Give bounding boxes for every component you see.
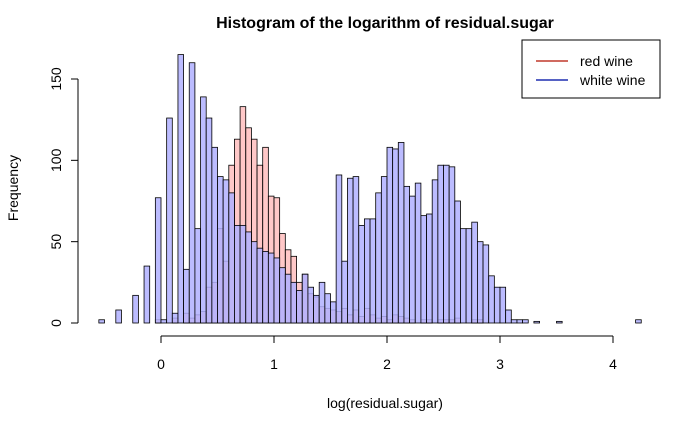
bar-white-wine-20 — [245, 231, 252, 324]
y-tick-label-100: 100 — [48, 148, 64, 172]
bar-white-wine-58 — [460, 228, 467, 324]
bar-white-wine-56 — [448, 166, 456, 324]
bar-white-wine-64 — [493, 286, 501, 324]
legend-box — [521, 39, 661, 99]
legend-label-white-wine: white wine — [579, 72, 646, 88]
bar-white-wine-45 — [386, 146, 394, 324]
bar-white-wine-32 — [313, 294, 320, 324]
y-tick-label-0: 0 — [48, 319, 64, 327]
bar-white-wine-1 — [115, 309, 122, 324]
bar-white-wine-49 — [409, 195, 416, 324]
bar-white-wine-29 — [296, 290, 303, 324]
bar-white-wine-53 — [431, 179, 439, 324]
white-wine-bars — [98, 54, 642, 324]
bar-white-wine-9 — [183, 268, 190, 324]
y-axis: 0 50 100 150 — [48, 67, 79, 327]
bar-white-wine-42 — [369, 218, 377, 324]
bar-white-wine-26 — [279, 267, 286, 324]
y-tick-label-50: 50 — [48, 234, 64, 250]
bar-white-wine-41 — [363, 218, 371, 324]
bar-white-wine-43 — [375, 192, 382, 324]
bar-white-wine-28 — [290, 281, 298, 324]
bar-white-wine-25 — [273, 257, 281, 324]
bar-white-wine-22 — [256, 247, 264, 324]
bar-white-wine-39 — [352, 176, 360, 324]
bar-white-wine-72 — [635, 319, 642, 324]
bar-white-wine-17 — [228, 192, 235, 324]
bar-white-wine-60 — [471, 221, 478, 324]
bar-white-wine-6 — [166, 117, 173, 324]
bar-white-wine-33 — [318, 281, 326, 324]
bar-white-wine-30 — [301, 273, 309, 324]
bar-white-wine-66 — [505, 309, 512, 324]
bar-white-wine-10 — [188, 62, 196, 324]
bar-white-wine-67 — [510, 319, 518, 324]
bar-white-wine-52 — [426, 213, 433, 324]
x-axis: 0 1 2 3 4 — [157, 335, 617, 372]
bar-white-wine-12 — [200, 96, 207, 324]
bar-white-wine-21 — [250, 241, 258, 324]
bar-white-wine-2 — [132, 294, 139, 324]
x-tick-label-4: 4 — [609, 356, 617, 372]
bar-white-wine-7 — [171, 312, 179, 324]
bar-white-wine-16 — [222, 179, 230, 324]
bar-white-wine-40 — [358, 224, 365, 324]
bar-white-wine-5 — [160, 319, 168, 324]
x-tick-label-1: 1 — [270, 356, 278, 372]
bar-white-wine-48 — [403, 185, 411, 324]
bar-white-wine-57 — [454, 200, 461, 324]
bar-white-wine-4 — [154, 197, 162, 324]
bar-white-wine-50 — [414, 182, 422, 324]
bar-white-wine-47 — [397, 142, 405, 324]
bar-white-wine-18 — [234, 224, 241, 324]
bar-white-wine-38 — [347, 177, 354, 324]
legend-label-red-wine: red wine — [580, 53, 633, 69]
bar-white-wine-8 — [177, 54, 184, 324]
x-tick-label-2: 2 — [383, 356, 391, 372]
x-tick-label-0: 0 — [157, 356, 165, 372]
bar-white-wine-19 — [239, 224, 247, 324]
bar-white-wine-62 — [482, 244, 490, 324]
bar-white-wine-71 — [556, 320, 563, 324]
y-tick-label-150: 150 — [48, 67, 64, 91]
bar-white-wine-24 — [267, 252, 275, 324]
bar-white-wine-69 — [522, 319, 529, 324]
bar-white-wine-34 — [324, 293, 331, 324]
bar-white-wine-35 — [330, 301, 337, 324]
legend: red wine white wine — [521, 39, 661, 99]
bar-white-wine-46 — [392, 148, 399, 324]
bar-white-wine-61 — [476, 241, 484, 324]
x-tick-label-3: 3 — [496, 356, 504, 372]
x-axis-label: log(residual.sugar) — [327, 395, 443, 411]
bar-white-wine-37 — [341, 260, 348, 324]
bar-white-wine-63 — [488, 275, 495, 324]
bar-white-wine-13 — [205, 117, 213, 324]
bar-white-wine-36 — [335, 174, 343, 324]
bar-white-wine-70 — [533, 320, 540, 324]
bar-white-wine-23 — [262, 251, 269, 324]
bar-white-wine-11 — [194, 228, 201, 324]
bar-white-wine-27 — [284, 273, 292, 324]
bar-white-wine-68 — [516, 319, 524, 324]
bar-white-wine-51 — [420, 215, 427, 324]
bar-white-wine-3 — [143, 265, 151, 324]
bar-white-wine-31 — [307, 286, 314, 324]
bar-white-wine-14 — [211, 146, 218, 324]
chart-title: Histogram of the logarithm of residual.s… — [216, 15, 554, 32]
bar-white-wine-59 — [465, 228, 473, 324]
bar-white-wine-44 — [380, 176, 388, 324]
y-axis-label: Frequency — [5, 155, 21, 221]
bar-white-wine-55 — [443, 164, 450, 324]
bar-white-wine-15 — [217, 176, 224, 324]
bar-white-wine-65 — [499, 286, 507, 324]
bar-white-wine-0 — [98, 319, 105, 324]
bar-white-wine-54 — [437, 164, 444, 324]
